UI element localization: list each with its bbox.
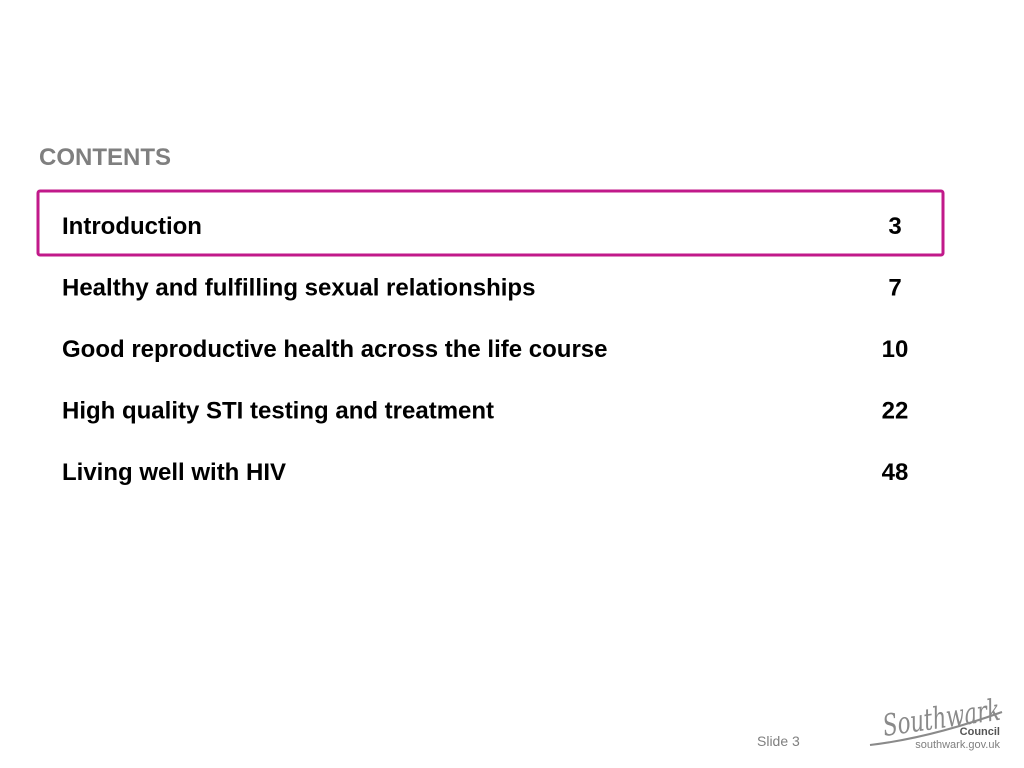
contents-item: Living well with HIV xyxy=(62,459,286,486)
page-number: 7 xyxy=(888,275,901,302)
slide-number: Slide 3 xyxy=(757,733,800,749)
page-number: 3 xyxy=(888,213,901,240)
page-number: 48 xyxy=(882,459,909,486)
page-number: 22 xyxy=(882,398,909,425)
contents-title: CONTENTS xyxy=(39,144,171,171)
contents-item: Introduction xyxy=(62,213,202,240)
contents-item: Good reproductive health across the life… xyxy=(62,336,607,363)
highlight-box xyxy=(36,189,945,257)
contents-item: Healthy and fulfilling sexual relationsh… xyxy=(62,275,535,302)
contents-item: High quality STI testing and treatment xyxy=(62,398,494,425)
page-number: 10 xyxy=(882,336,909,363)
logo-sub: Council xyxy=(960,726,1000,738)
logo-swoosh xyxy=(869,711,1003,746)
logo-url: southwark.gov.uk xyxy=(915,739,1000,751)
contents-list: Introduction 3 Healthy and fulfilling sexu… xyxy=(36,189,945,486)
